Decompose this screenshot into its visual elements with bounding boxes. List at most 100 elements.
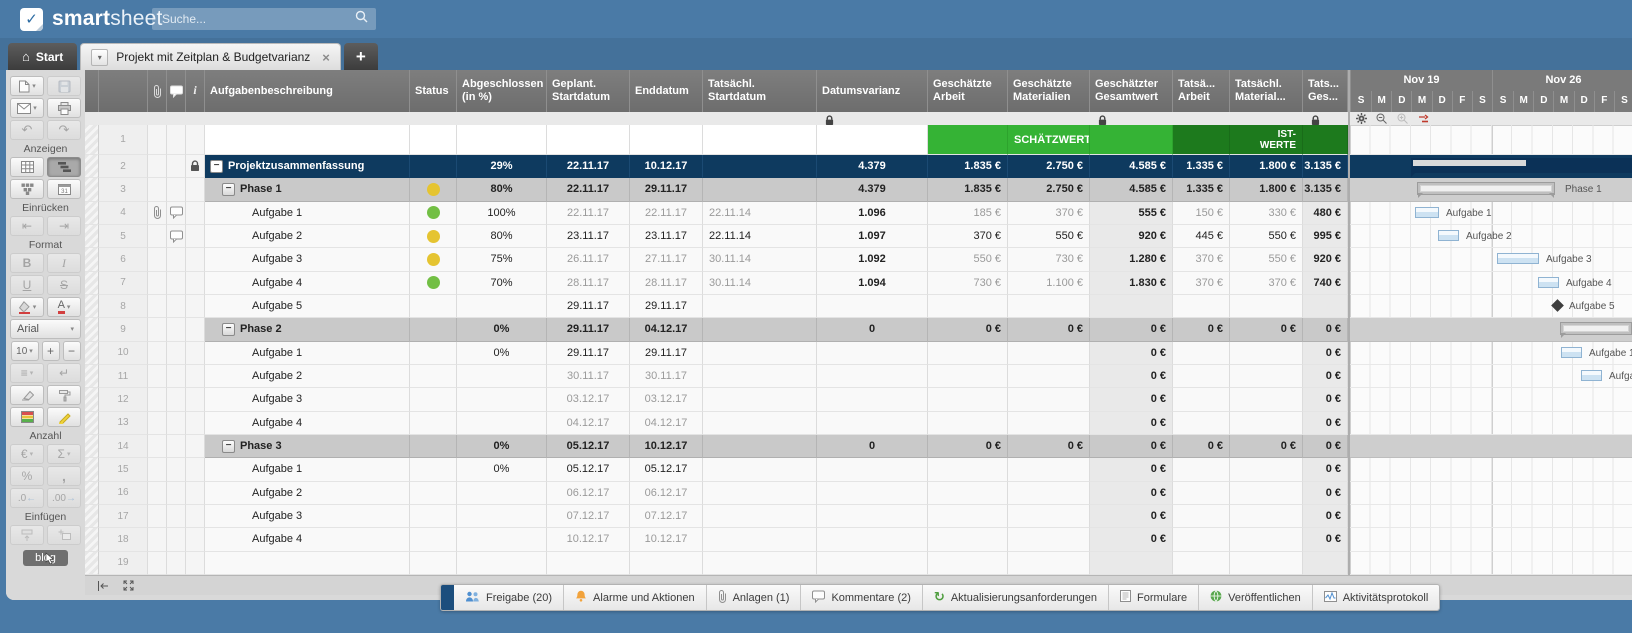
task-name-cell[interactable]: Aufgabe 4 — [205, 271, 410, 295]
info-cell[interactable] — [186, 294, 205, 319]
row-number[interactable]: 8 — [99, 294, 148, 319]
task-name-cell[interactable]: Aufgabe 3 — [205, 248, 410, 272]
percent-complete-cell[interactable]: 100% — [457, 201, 547, 225]
row-number[interactable]: 2 — [99, 155, 148, 179]
currency-cell-act_work[interactable]: 370 € — [1173, 248, 1230, 272]
currency-cell-est_mat[interactable] — [1008, 388, 1090, 412]
info-cell[interactable] — [186, 551, 205, 575]
currency-cell-act_work[interactable] — [1173, 364, 1230, 389]
search-icon[interactable] — [355, 10, 368, 28]
date-variance-cell[interactable] — [817, 504, 928, 529]
currency-cell-est_work[interactable]: 550 € — [928, 248, 1008, 272]
comment-cell-empty[interactable] — [167, 551, 186, 575]
currency-cell-est_total[interactable]: 4.585 € — [1090, 178, 1173, 202]
toolbar-grid-view-button[interactable] — [10, 157, 44, 177]
collapse-toggle-icon[interactable]: − — [222, 182, 235, 196]
date-variance-cell[interactable]: 1.092 — [817, 248, 928, 272]
comment-cell-empty[interactable] — [167, 388, 186, 412]
attachment-cell-empty[interactable] — [148, 388, 167, 412]
toolbar-mail-button[interactable]: ▾ — [10, 98, 44, 118]
date-variance-cell[interactable]: 4.379 — [817, 155, 928, 179]
collapse-left-icon[interactable] — [97, 580, 109, 591]
currency-cell-est_work[interactable] — [928, 481, 1008, 505]
currency-cell-est_mat[interactable] — [1008, 528, 1090, 552]
attachment-cell[interactable] — [148, 201, 167, 225]
status-cell[interactable] — [410, 504, 457, 529]
bottom-toolbar-comment-button[interactable]: Kommentare (2) — [801, 585, 923, 610]
toolbar-insert-row-button[interactable] — [10, 525, 44, 545]
date-variance-cell[interactable]: 1.096 — [817, 201, 928, 225]
toolbar-insert-widget-button[interactable] — [47, 525, 81, 545]
date-cell-start[interactable]: 05.12.17 — [547, 458, 630, 482]
date-cell-end[interactable]: 03.12.17 — [630, 388, 703, 412]
info-cell[interactable] — [186, 271, 205, 295]
percent-complete-cell[interactable] — [457, 528, 547, 552]
currency-cell-est_work[interactable]: 0 € — [928, 434, 1008, 459]
toolbar-minus-button[interactable]: − — [62, 341, 81, 361]
percent-complete-cell[interactable] — [457, 551, 547, 575]
percent-complete-cell[interactable] — [457, 481, 547, 505]
row-number[interactable]: 19 — [99, 551, 148, 575]
date-variance-cell[interactable]: 1.094 — [817, 271, 928, 295]
toolbar-percent-button[interactable]: % — [10, 466, 44, 486]
comment-cell[interactable] — [167, 201, 186, 225]
currency-cell-act_mat[interactable] — [1230, 458, 1303, 482]
column-header-pct[interactable]: Abgeschlossen (in %) — [457, 70, 547, 112]
date-cell-end[interactable]: 29.11.17 — [630, 178, 703, 202]
currency-cell-est_mat[interactable]: 0 € — [1008, 318, 1090, 342]
column-header-start[interactable]: Geplant. Startdatum — [547, 70, 630, 112]
column-header-attach[interactable] — [148, 70, 167, 112]
row-number[interactable]: 9 — [99, 318, 148, 342]
attachment-cell-empty[interactable] — [148, 458, 167, 482]
currency-cell-est_total[interactable]: 555 € — [1090, 201, 1173, 225]
currency-cell-act_mat[interactable]: 0 € — [1230, 318, 1303, 342]
actual-start-cell[interactable] — [703, 125, 817, 155]
column-header-comment[interactable] — [167, 70, 186, 112]
column-header-status[interactable]: Status — [410, 70, 457, 112]
toolbar-strikethrough-button[interactable]: S — [47, 275, 81, 295]
toolbar-dec-inc-button[interactable]: .00→ — [47, 488, 81, 508]
attachment-cell-empty[interactable] — [148, 294, 167, 319]
row-lock-cell[interactable] — [186, 155, 205, 179]
row-number[interactable]: 5 — [99, 224, 148, 249]
currency-cell-est_mat[interactable] — [1008, 504, 1090, 529]
bottom-toolbar-bell-button[interactable]: Alarme und Aktionen — [564, 585, 707, 610]
row-number[interactable]: 16 — [99, 481, 148, 505]
currency-cell-act_mat[interactable] — [1230, 481, 1303, 505]
actual-start-cell[interactable] — [703, 178, 817, 202]
actual-start-cell[interactable] — [703, 388, 817, 412]
gantt-task-bar[interactable] — [1561, 346, 1582, 358]
gantt-zoom-out-icon[interactable] — [1376, 113, 1388, 125]
info-cell[interactable] — [186, 201, 205, 225]
column-header-name[interactable]: Aufgabenbeschreibung — [205, 70, 410, 112]
date-cell-start[interactable]: 22.11.17 — [547, 201, 630, 225]
currency-cell-act_work[interactable] — [1173, 388, 1230, 412]
percent-complete-cell[interactable]: 80% — [457, 178, 547, 202]
actual-start-cell[interactable] — [703, 434, 817, 459]
comment-cell-empty[interactable] — [167, 125, 186, 155]
toolbar-save-button[interactable] — [47, 76, 81, 96]
date-cell-start[interactable]: 04.12.17 — [547, 411, 630, 435]
info-cell[interactable] — [186, 248, 205, 272]
currency-cell-act_total[interactable] — [1303, 551, 1348, 575]
date-cell-end[interactable]: 29.11.17 — [630, 341, 703, 365]
info-cell[interactable] — [186, 411, 205, 435]
attachment-cell-empty[interactable] — [148, 528, 167, 552]
status-cell[interactable] — [410, 364, 457, 389]
currency-cell-est_total[interactable]: 0 € — [1090, 504, 1173, 529]
info-cell[interactable] — [186, 341, 205, 365]
comment-cell-empty[interactable] — [167, 294, 186, 319]
percent-complete-cell[interactable]: 0% — [457, 341, 547, 365]
currency-cell-est_work[interactable] — [928, 294, 1008, 319]
currency-cell-est_mat[interactable]: 2.750 € — [1008, 155, 1090, 179]
date-cell-start[interactable]: 26.11.17 — [547, 248, 630, 272]
currency-cell-act_work[interactable] — [1173, 458, 1230, 482]
tab-start[interactable]: ⌂ Start — [8, 43, 78, 70]
date-variance-cell[interactable]: 1.097 — [817, 224, 928, 249]
status-cell[interactable] — [410, 201, 457, 225]
currency-cell-est_mat[interactable] — [1008, 458, 1090, 482]
actual-start-cell[interactable]: 30.11.14 — [703, 248, 817, 272]
row-number[interactable]: 13 — [99, 411, 148, 435]
info-cell[interactable] — [186, 125, 205, 155]
date-cell-end[interactable]: 28.11.17 — [630, 271, 703, 295]
